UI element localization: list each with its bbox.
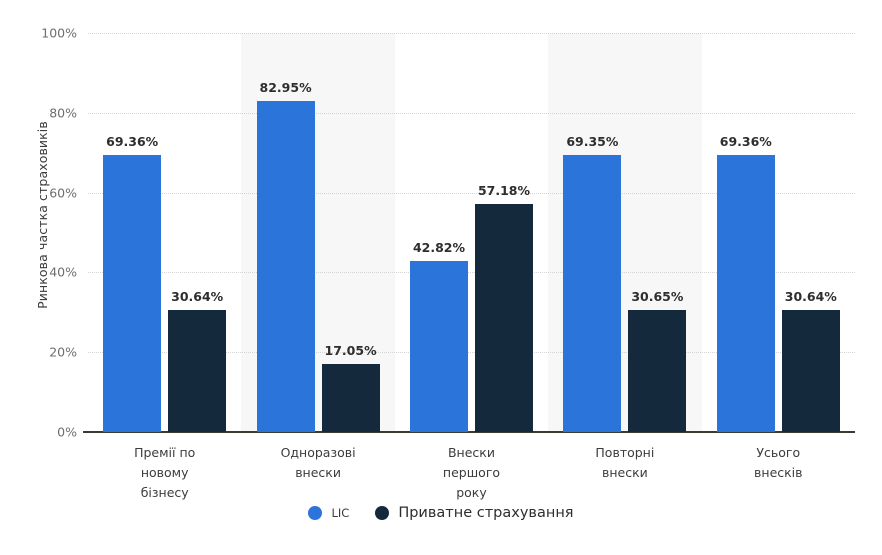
y-axis-tick-label: 80% (49, 105, 77, 121)
circle-marker-icon (375, 506, 390, 520)
bar[interactable]: 30.65% (628, 289, 687, 432)
bar-value-label: 69.35% (566, 134, 619, 150)
x-axis-tick-label: Внески першого року (442, 445, 501, 500)
bar[interactable]: 30.64% (168, 289, 227, 432)
plot-area: 0% 20% 40% 60% 80% 100% 69.36% 30.64% Премії по … (41, 26, 855, 500)
bar-group: 69.35% 30.65% Повторні внески (548, 33, 701, 480)
y-axis-tick-label: 60% (49, 185, 77, 201)
legend-item-private-insurance[interactable]: Приватне страхування (375, 505, 574, 521)
x-axis-tick-label: Повторні внески (595, 445, 655, 480)
circle-marker-icon (308, 506, 323, 520)
bar-value-label: 69.36% (719, 134, 772, 150)
bar-value-label: 69.36% (106, 134, 159, 150)
bar[interactable]: 69.35% (563, 134, 622, 432)
gridline (88, 112, 855, 114)
legend-label: Приватне страхування (398, 505, 574, 521)
bar-value-label: 17.05% (324, 342, 377, 358)
y-axis-tick-label: 20% (49, 344, 77, 360)
gridline (88, 192, 855, 194)
gridline (88, 352, 855, 354)
bar[interactable]: 57.18% (474, 183, 533, 432)
bar-value-label: 82.95% (259, 80, 312, 96)
bar[interactable]: 30.64% (781, 289, 840, 432)
y-axis-tick-label: 100% (41, 25, 77, 41)
bar-value-label: 57.18% (477, 182, 531, 198)
gridline (88, 272, 855, 274)
x-axis-tick-label: Премії по новому бізнесу (134, 445, 196, 500)
x-axis-tick-label: Одноразові внески (280, 445, 356, 480)
bar-value-label: 30.65% (631, 288, 684, 304)
y-axis-tick-label: 0% (57, 424, 77, 440)
bar-group: 82.95% 17.05% Одноразові внески (241, 33, 394, 480)
bar-group: 42.82% 57.18% Внески першого року (395, 33, 548, 500)
chart-legend: LIC Приватне страхування (0, 505, 882, 521)
x-axis-tick-label: Усього внесків (754, 445, 803, 480)
bar-value-label: 30.64% (171, 288, 224, 304)
bar[interactable]: 17.05% (321, 343, 380, 432)
bar-group: 69.36% 30.64% Премії по новому бізнесу (88, 33, 241, 500)
bar[interactable]: 69.36% (716, 134, 775, 432)
bar-group: 69.36% 30.64% Усього внесків (702, 33, 855, 480)
bar[interactable]: 69.36% (103, 134, 162, 432)
bar-value-label: 30.64% (784, 288, 837, 304)
bar[interactable]: 82.95% (256, 80, 315, 432)
legend-item-lic[interactable]: LIC (308, 506, 349, 520)
bar[interactable]: 42.82% (409, 240, 468, 432)
legend-label: LIC (331, 506, 350, 520)
gridline (88, 33, 855, 34)
y-axis-tick-label: 40% (49, 264, 77, 280)
bar-value-label: 42.82% (412, 240, 466, 256)
x-axis-line (83, 431, 855, 433)
